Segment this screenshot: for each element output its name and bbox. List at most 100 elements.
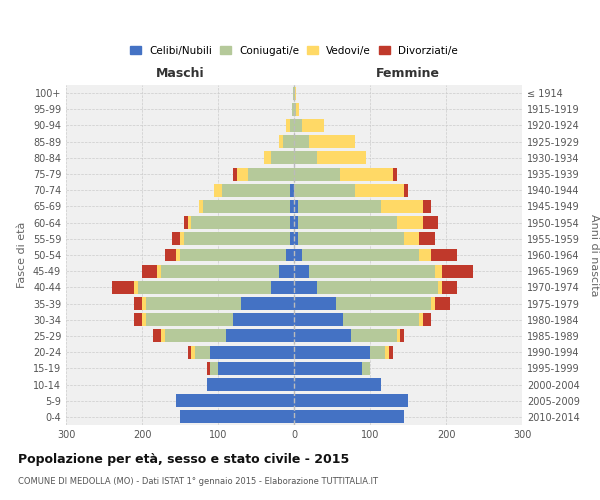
Bar: [233, 314, 294, 326]
Bar: [184, 232, 290, 245]
Bar: [263, 152, 271, 164]
Bar: [180, 248, 286, 262]
Bar: [302, 119, 325, 132]
Bar: [294, 346, 370, 358]
Bar: [294, 200, 298, 213]
Bar: [112, 281, 134, 294]
Bar: [298, 200, 382, 213]
Bar: [404, 232, 419, 245]
Bar: [286, 248, 294, 262]
Bar: [294, 152, 317, 164]
Bar: [165, 330, 226, 342]
Bar: [279, 135, 283, 148]
Bar: [180, 410, 294, 424]
Bar: [290, 184, 294, 196]
Bar: [283, 135, 294, 148]
Bar: [293, 86, 294, 100]
Bar: [294, 232, 298, 245]
Bar: [226, 330, 294, 342]
Bar: [134, 297, 142, 310]
Bar: [146, 314, 233, 326]
Bar: [188, 346, 191, 358]
Bar: [214, 184, 222, 196]
Bar: [134, 281, 138, 294]
Bar: [294, 216, 298, 229]
Bar: [294, 103, 296, 116]
Bar: [423, 216, 439, 229]
Bar: [191, 216, 290, 229]
Bar: [161, 264, 279, 278]
Bar: [271, 281, 294, 294]
Bar: [294, 184, 355, 196]
Bar: [419, 232, 434, 245]
Bar: [172, 232, 180, 245]
Bar: [340, 168, 393, 180]
Bar: [286, 119, 290, 132]
Bar: [294, 330, 351, 342]
Bar: [294, 264, 309, 278]
Bar: [165, 248, 176, 262]
Bar: [294, 86, 295, 100]
Bar: [294, 248, 302, 262]
Bar: [271, 152, 294, 164]
Bar: [351, 330, 397, 342]
Bar: [397, 330, 400, 342]
Bar: [290, 119, 294, 132]
Bar: [294, 297, 336, 310]
Bar: [294, 378, 382, 391]
Bar: [419, 314, 423, 326]
Bar: [362, 362, 370, 375]
Bar: [176, 248, 180, 262]
Bar: [431, 248, 457, 262]
Bar: [279, 264, 294, 278]
Bar: [176, 394, 294, 407]
Bar: [199, 200, 203, 213]
Bar: [296, 103, 299, 116]
Bar: [294, 362, 362, 375]
Bar: [302, 248, 419, 262]
Bar: [431, 297, 434, 310]
Bar: [248, 168, 294, 180]
Bar: [298, 232, 404, 245]
Bar: [184, 216, 188, 229]
Text: COMUNE DI MEDOLLA (MO) - Dati ISTAT 1° gennaio 2015 - Elaborazione TUTTITALIA.IT: COMUNE DI MEDOLLA (MO) - Dati ISTAT 1° g…: [18, 478, 378, 486]
Bar: [393, 168, 397, 180]
Bar: [142, 297, 146, 310]
Bar: [203, 200, 290, 213]
Bar: [370, 346, 385, 358]
Bar: [211, 362, 218, 375]
Bar: [206, 378, 294, 391]
Bar: [343, 314, 419, 326]
Bar: [336, 297, 431, 310]
Bar: [309, 135, 355, 148]
Bar: [423, 314, 431, 326]
Y-axis label: Anni di nascita: Anni di nascita: [589, 214, 599, 296]
Bar: [404, 184, 408, 196]
Bar: [290, 216, 294, 229]
Bar: [241, 297, 294, 310]
Bar: [294, 135, 309, 148]
Bar: [294, 410, 404, 424]
Bar: [290, 232, 294, 245]
Bar: [138, 281, 271, 294]
Bar: [206, 362, 211, 375]
Text: Popolazione per età, sesso e stato civile - 2015: Popolazione per età, sesso e stato civil…: [18, 452, 349, 466]
Bar: [382, 200, 423, 213]
Bar: [355, 184, 404, 196]
Bar: [419, 248, 431, 262]
Text: Maschi: Maschi: [155, 67, 205, 80]
Bar: [295, 86, 296, 100]
Bar: [134, 314, 142, 326]
Bar: [188, 216, 191, 229]
Bar: [397, 216, 423, 229]
Bar: [294, 119, 302, 132]
Bar: [294, 314, 343, 326]
Bar: [222, 184, 290, 196]
Bar: [400, 330, 404, 342]
Bar: [142, 314, 146, 326]
Bar: [298, 216, 397, 229]
Bar: [317, 281, 439, 294]
Bar: [237, 168, 248, 180]
Bar: [157, 264, 161, 278]
Bar: [154, 330, 161, 342]
